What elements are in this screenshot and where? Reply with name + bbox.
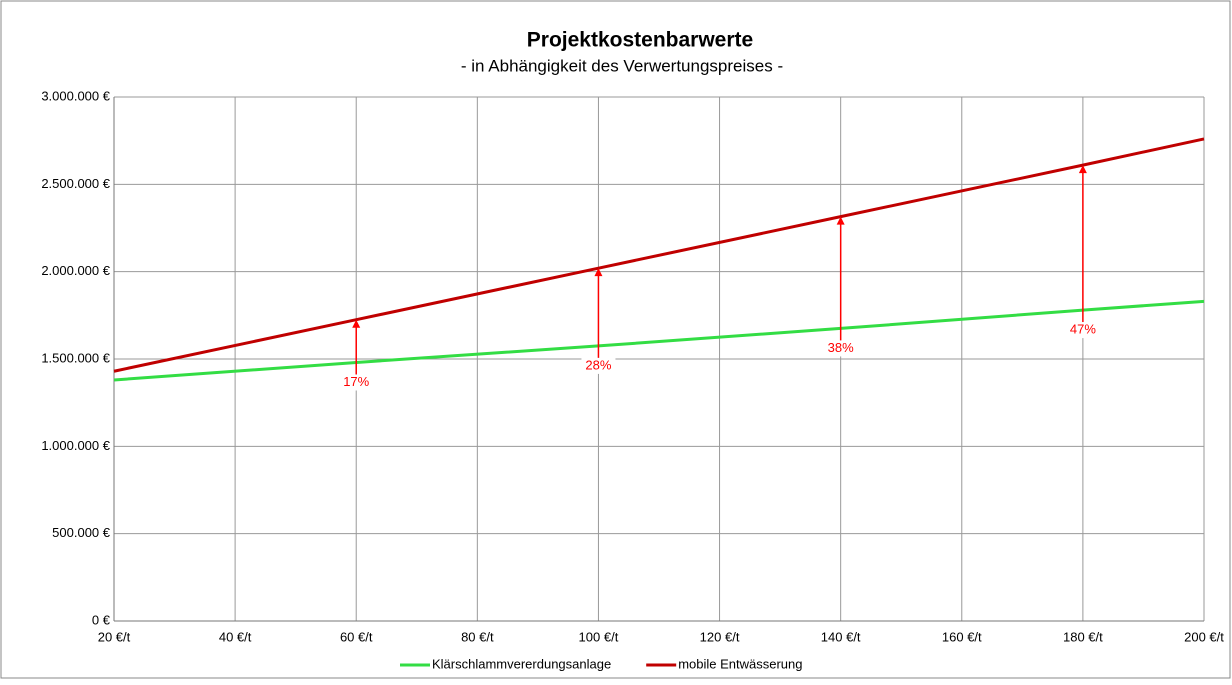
y-tick-label: 500.000 € bbox=[52, 525, 111, 540]
x-tick-label: 60 €/t bbox=[340, 629, 373, 644]
chart-subtitle: - in Abhängigkeit des Verwertungspreises… bbox=[461, 56, 783, 75]
x-tick-label: 80 €/t bbox=[461, 629, 494, 644]
y-tick-label: 0 € bbox=[92, 612, 111, 627]
x-tick-label: 100 €/t bbox=[579, 629, 619, 644]
y-tick-label: 3.000.000 € bbox=[41, 88, 110, 103]
y-tick-label: 2.500.000 € bbox=[41, 176, 110, 191]
x-tick-label: 200 €/t bbox=[1184, 629, 1224, 644]
x-tick-label: 180 €/t bbox=[1063, 629, 1103, 644]
x-tick-label: 140 €/t bbox=[821, 629, 861, 644]
difference-label: 28% bbox=[585, 357, 611, 372]
legend-label: Klärschlammvererdungsanlage bbox=[432, 656, 611, 671]
y-tick-label: 1.500.000 € bbox=[41, 350, 110, 365]
difference-label: 38% bbox=[828, 340, 854, 355]
x-tick-label: 40 €/t bbox=[219, 629, 252, 644]
arrow-head bbox=[1078, 165, 1087, 174]
legend-label: mobile Entwässerung bbox=[678, 656, 802, 671]
x-tick-label: 160 €/t bbox=[942, 629, 982, 644]
label-background bbox=[823, 340, 858, 357]
x-tick-label: 120 €/t bbox=[700, 629, 740, 644]
label-background bbox=[339, 374, 374, 391]
y-tick-label: 2.000.000 € bbox=[41, 263, 110, 278]
label-background bbox=[581, 357, 616, 374]
arrow-head bbox=[594, 268, 603, 277]
label-background bbox=[1065, 322, 1100, 339]
difference-label: 17% bbox=[343, 374, 369, 389]
series-line bbox=[113, 299, 1205, 382]
difference-label: 47% bbox=[1070, 322, 1096, 337]
chart-title: Projektkostenbarwerte bbox=[527, 29, 753, 52]
y-tick-label: 1.000.000 € bbox=[41, 438, 110, 453]
series-line bbox=[113, 137, 1205, 373]
x-tick-label: 20 €/t bbox=[98, 629, 131, 644]
arrow-head bbox=[352, 319, 361, 328]
arrow-head bbox=[836, 216, 845, 225]
